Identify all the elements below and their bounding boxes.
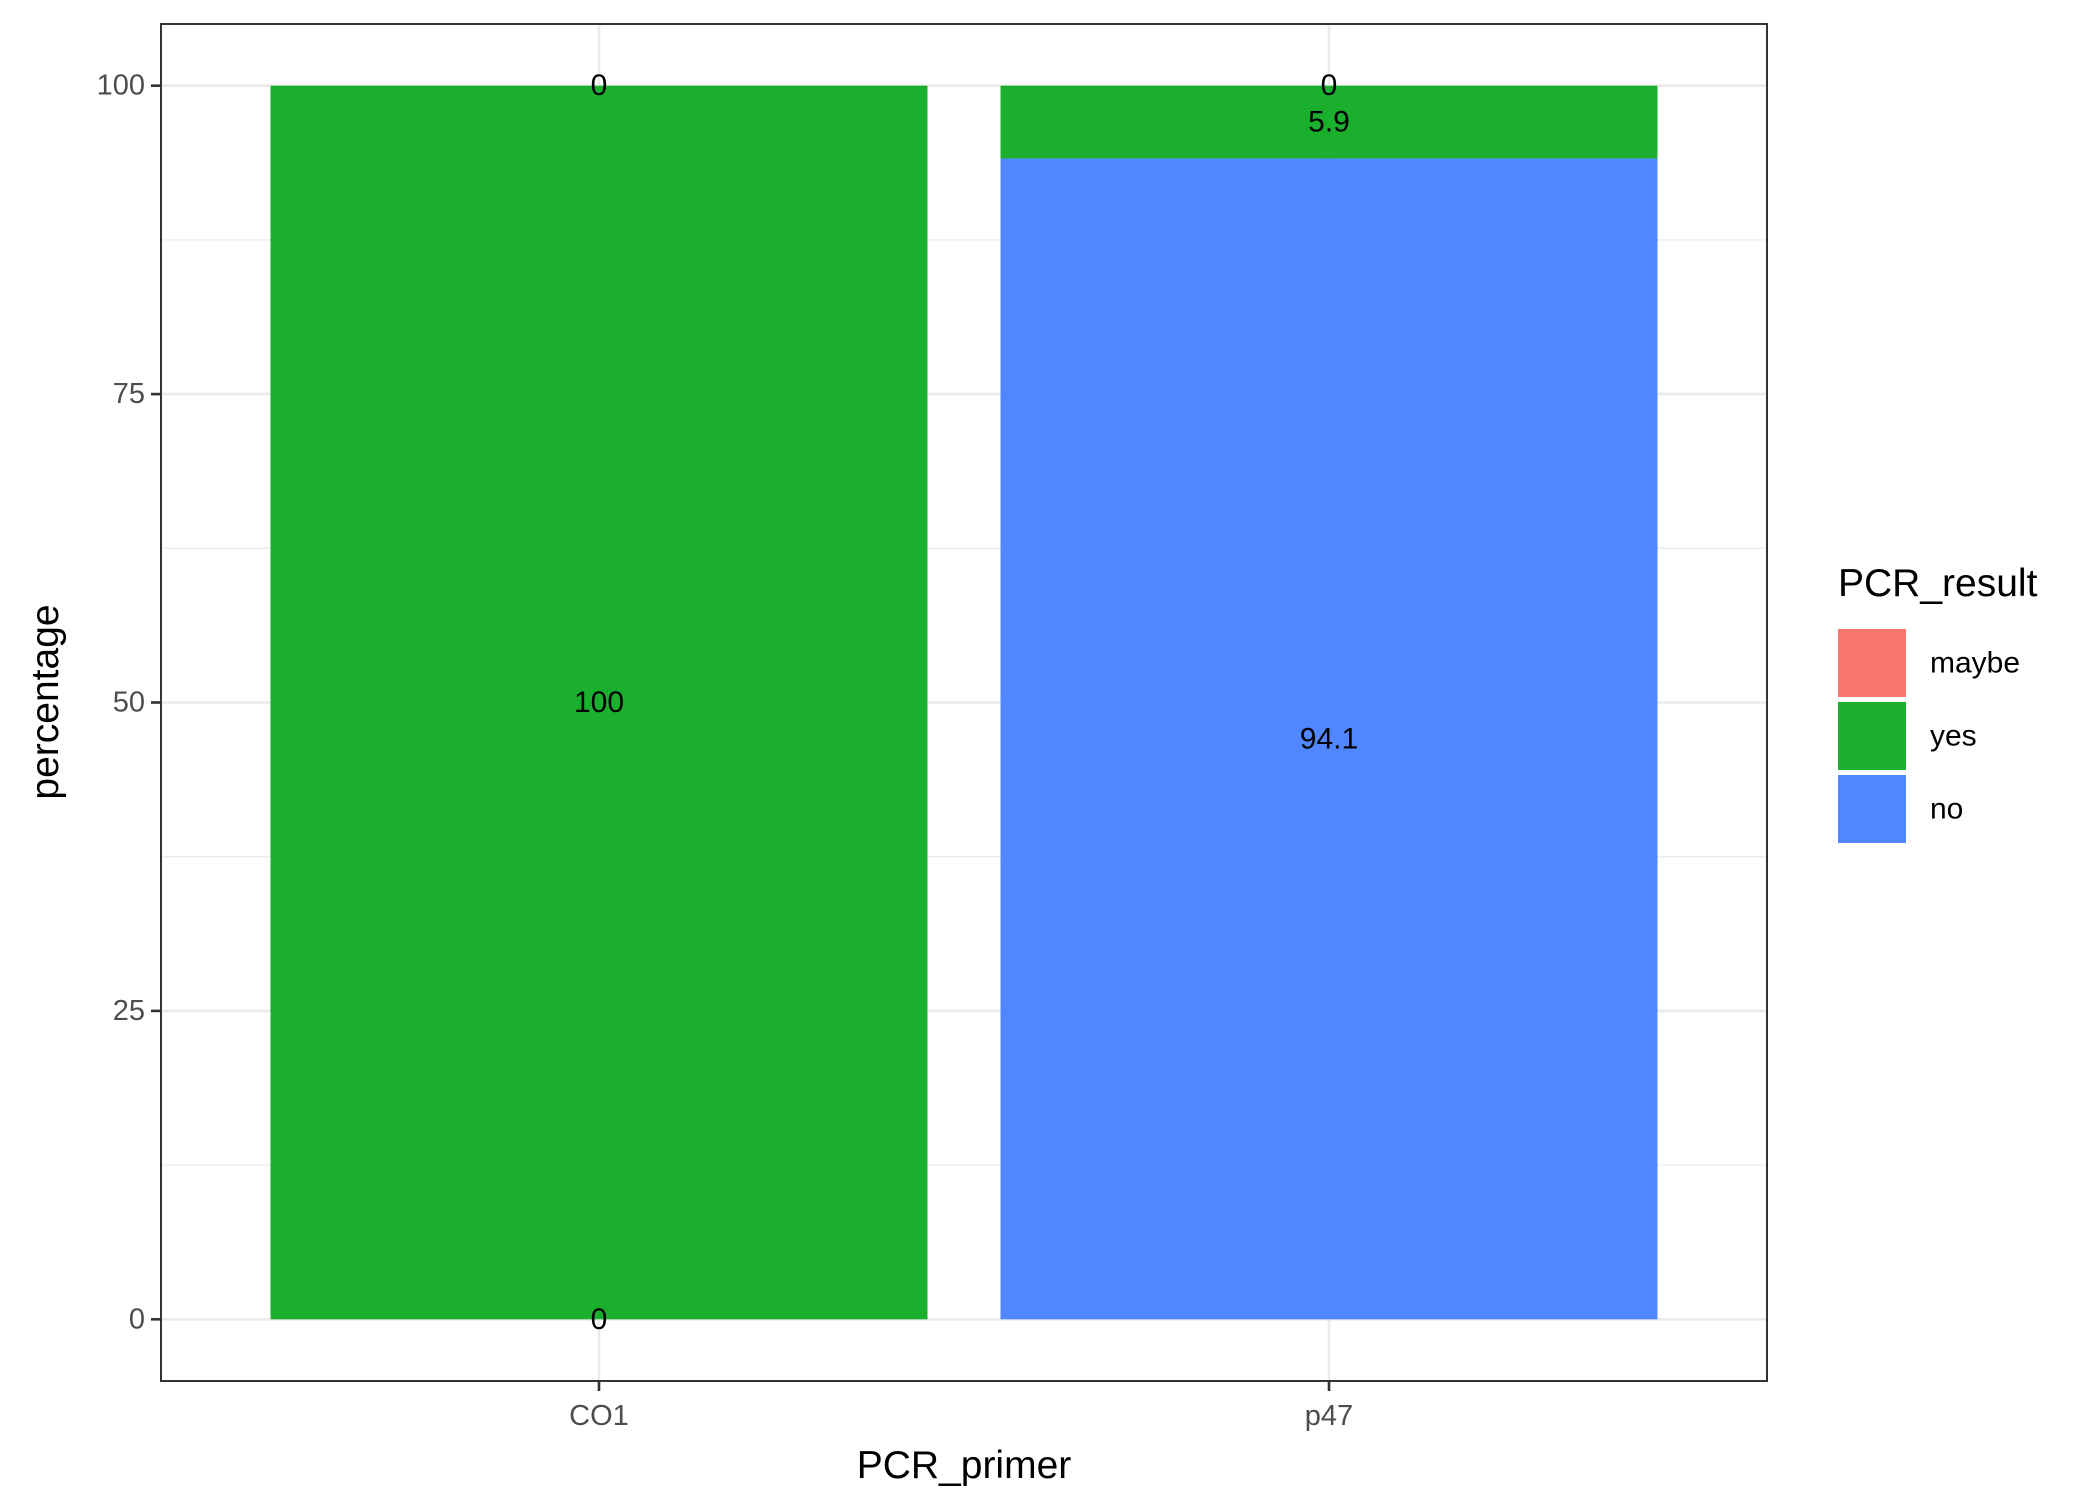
legend-label-no: no [1930, 793, 1963, 826]
legend-key-maybe [1838, 629, 1906, 697]
data-label-co1-maybe: 0 [591, 69, 608, 102]
legend-label-yes: yes [1930, 720, 1977, 753]
data-label-co1-yes: 100 [574, 686, 624, 719]
bar-p47-yes [1000, 85, 1658, 159]
data-label-co1-no: 0 [591, 1303, 608, 1336]
legend-key-yes [1838, 702, 1906, 770]
data-label-p47-no: 94.1 [1300, 722, 1358, 755]
y-tick-label: 75 [113, 378, 145, 410]
y-axis: 0 25 50 75 100 [97, 70, 161, 1335]
x-tick-label: CO1 [569, 1400, 629, 1432]
bars [270, 85, 1658, 1320]
y-tick-label: 100 [97, 70, 145, 102]
bar-p47-no [1000, 158, 1658, 1320]
data-label-p47-maybe: 0 [1321, 69, 1338, 102]
y-tick-label: 0 [129, 1303, 145, 1335]
legend-key-no [1838, 775, 1906, 843]
bar-co1-yes [270, 85, 928, 1320]
y-tick-label: 25 [113, 995, 145, 1027]
legend-label-maybe: maybe [1930, 647, 2020, 680]
plot-panel: 0 100 0 0 5.9 94.1 [160, 23, 1768, 1382]
x-axis-title: PCR_primer [857, 1444, 1072, 1487]
legend: PCR_result maybe yes no [1838, 562, 2038, 843]
data-labels: 0 100 0 0 5.9 94.1 [574, 69, 1358, 1336]
legend-title: PCR_result [1838, 562, 2038, 605]
x-tick-label: p47 [1305, 1400, 1353, 1432]
x-axis: CO1 p47 [569, 1381, 1353, 1432]
y-axis-title: percentage [24, 604, 67, 799]
y-tick-label: 50 [113, 687, 145, 719]
data-label-p47-yes: 5.9 [1308, 106, 1350, 139]
